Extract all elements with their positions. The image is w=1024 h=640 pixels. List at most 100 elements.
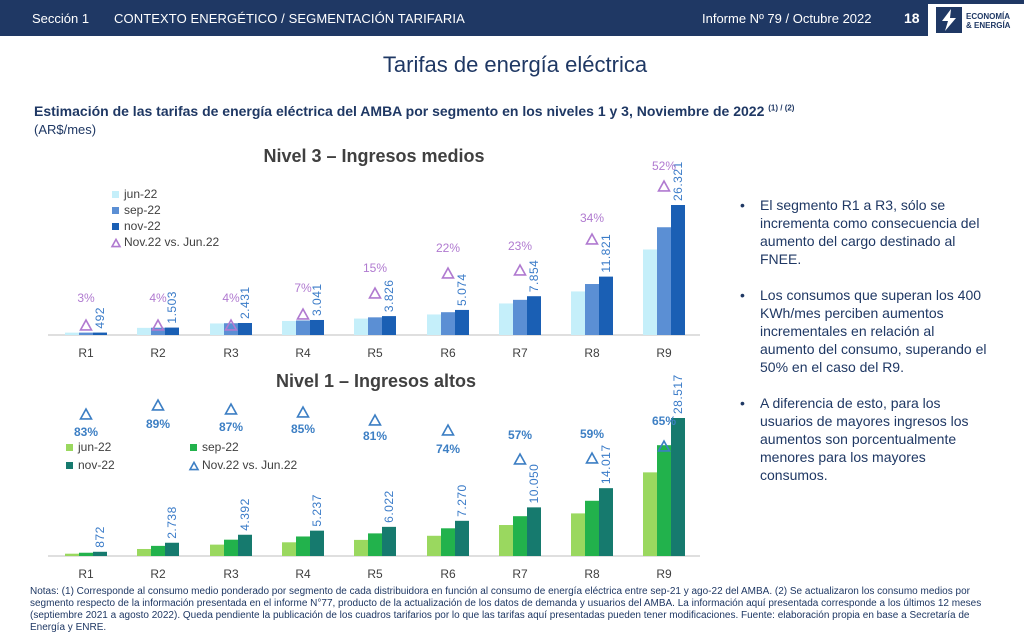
pct-label: 22% xyxy=(436,241,460,255)
bar xyxy=(282,542,296,556)
bar xyxy=(499,303,513,335)
bar xyxy=(657,227,671,335)
bullet-item: • Los consumos que superan los 400 KWh/me… xyxy=(738,286,988,376)
subtitle-text: Estimación de las tarifas de energía elé… xyxy=(34,103,765,119)
pct-label: 3% xyxy=(77,291,95,305)
pct-label: 74% xyxy=(436,442,460,456)
bar xyxy=(296,320,310,335)
legend-swatch xyxy=(190,444,197,451)
report-label: Informe Nº 79 / Octubre 2022 xyxy=(702,11,872,26)
bullet-dot-icon: • xyxy=(740,197,745,213)
pct-label: 52% xyxy=(652,159,676,173)
x-tick-label: R1 xyxy=(78,567,94,581)
data-label: 6.022 xyxy=(382,490,396,523)
x-tick-label: R9 xyxy=(656,567,672,581)
bar xyxy=(441,312,455,335)
legend-label: Nov.22 vs. Jun.22 xyxy=(202,458,297,472)
x-tick-label: R5 xyxy=(367,567,383,581)
section-label: Sección 1 xyxy=(32,11,90,26)
bar xyxy=(310,530,324,556)
x-tick-label: R8 xyxy=(584,567,600,581)
data-label: 4.392 xyxy=(238,498,252,531)
x-tick-label: R5 xyxy=(367,346,383,360)
x-tick-label: R2 xyxy=(150,567,166,581)
pct-marker xyxy=(513,452,527,465)
data-label: 28.517 xyxy=(671,374,685,414)
data-label: 14.017 xyxy=(599,444,613,484)
pct-label: 87% xyxy=(219,420,243,434)
pct-marker xyxy=(657,179,671,192)
x-tick-label: R2 xyxy=(150,346,166,360)
data-label: 5.237 xyxy=(310,494,324,527)
pct-marker xyxy=(368,413,382,426)
bar xyxy=(527,507,541,556)
bar xyxy=(571,291,585,335)
bar xyxy=(296,536,310,556)
subtitle-footnote-ref: (1) / (2) xyxy=(768,103,795,113)
bar xyxy=(354,318,368,335)
bar xyxy=(151,327,165,335)
header-bar: Sección 1 CONTEXTO ENERGÉTICO / SEGMENTA… xyxy=(0,0,1024,36)
legend-label: sep-22 xyxy=(202,440,239,454)
legend-label: jun-22 xyxy=(123,187,158,201)
legend-triangle-icon xyxy=(188,460,200,471)
pct-marker xyxy=(151,318,165,331)
pct-marker xyxy=(441,423,455,436)
data-label: 7.854 xyxy=(527,260,541,293)
pct-label: 23% xyxy=(508,239,532,253)
bar xyxy=(657,445,671,556)
pct-label: 57% xyxy=(508,428,532,442)
data-label: 1.503 xyxy=(165,291,179,324)
bar xyxy=(455,309,469,335)
pct-marker xyxy=(79,318,93,331)
bar xyxy=(65,553,79,556)
bar xyxy=(643,472,657,556)
bar xyxy=(513,516,527,556)
bar xyxy=(165,542,179,556)
pct-label: 4% xyxy=(222,291,240,305)
pct-label: 83% xyxy=(74,425,98,439)
bar xyxy=(151,545,165,556)
legend-swatch xyxy=(112,207,119,214)
page-title: Tarifas de energía eléctrica xyxy=(382,52,648,77)
bar xyxy=(65,332,79,335)
data-label: 11.821 xyxy=(599,234,613,273)
x-tick-label: R8 xyxy=(584,346,600,360)
pct-label: 34% xyxy=(580,211,604,225)
bar xyxy=(441,528,455,556)
lightning-logo-icon xyxy=(936,7,962,33)
data-label: 3.041 xyxy=(310,283,324,316)
legend-swatch xyxy=(112,223,119,230)
data-label: 3.826 xyxy=(382,280,396,313)
data-label: 2.431 xyxy=(238,286,252,319)
bar xyxy=(527,296,541,335)
bar xyxy=(599,488,613,556)
bullet-dot-icon: • xyxy=(740,395,745,411)
pct-label: 81% xyxy=(363,429,387,443)
unit-label: (AR$/mes) xyxy=(34,122,97,137)
bar xyxy=(210,323,224,335)
bar xyxy=(368,317,382,335)
pct-label: 15% xyxy=(363,261,387,275)
legend-swatch xyxy=(66,444,73,451)
x-tick-label: R3 xyxy=(223,567,239,581)
pct-label: 85% xyxy=(291,422,315,436)
legend-swatch xyxy=(112,191,119,198)
bar xyxy=(571,513,585,556)
bar xyxy=(137,327,151,335)
x-tick-label: R4 xyxy=(295,567,311,581)
bar xyxy=(382,316,396,335)
legend-swatch xyxy=(66,462,73,469)
pct-marker xyxy=(513,263,527,276)
legend-label: nov-22 xyxy=(78,458,115,472)
page-number: 18 xyxy=(904,10,920,26)
bar xyxy=(210,544,224,556)
legend-label: Nov.22 vs. Jun.22 xyxy=(124,235,219,249)
bar xyxy=(224,323,238,335)
bar xyxy=(238,322,252,335)
footnotes: Notas: (1) Corresponde al consumo medio … xyxy=(30,586,982,633)
logo-text: ECONOMÍA & ENERGÍA xyxy=(966,12,1010,30)
bar xyxy=(513,299,527,335)
logo: ECONOMÍA & ENERGÍA xyxy=(928,4,1024,36)
data-label: 7.270 xyxy=(455,484,469,517)
